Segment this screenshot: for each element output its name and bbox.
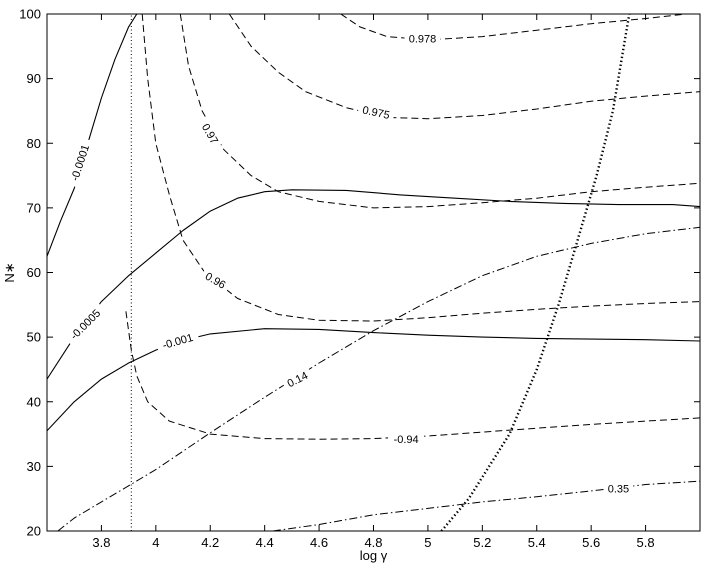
x-tick-label: 5.8 [637,535,655,550]
y-tick-label: 20 [27,524,41,539]
contour-line-dotted-bold-11 [440,14,631,531]
contour-label: -0.94 [394,434,419,446]
y-tick-label: 30 [27,459,41,474]
contour-line-097-5 [179,14,700,209]
x-tick-label: 3.8 [92,535,110,550]
x-tick-label: 5 [424,535,431,550]
contour-label-group: 0.975 [357,101,396,122]
contour-label-bg [280,366,314,392]
series-layer [47,14,700,531]
contour-label-group: 0.97 [197,117,224,150]
contour-line-00001-0 [47,14,138,257]
contour-label-bg [404,31,441,45]
contour-line-096-6 [141,14,700,322]
contour-label-bg [65,137,93,188]
plot-frame [46,13,701,532]
contour-label-group: -0.0001 [65,137,93,188]
ticks-layer: 3.8 4 4.2 4.4 4.6 4.8 5 5.2 5.4 5.6 5.8 20 30 40 50 60 7… [19,7,700,550]
y-tick-label: 50 [27,330,41,345]
y-axis-label: N∗ [2,262,17,282]
x-tick-label: 5.4 [528,535,546,550]
x-tick-label: 4.6 [310,535,328,550]
contour-label-bg [357,101,396,122]
contour-label-group: -0.94 [388,432,425,446]
x-tick-label: 5.2 [473,535,491,550]
contour-label: -0.0005 [68,307,103,342]
contour-line-00005-1 [47,189,700,380]
contour-label-bg [197,117,224,150]
x-tick-label: 4.4 [256,535,274,550]
contour-label: 0.975 [361,104,390,121]
contour-label-bg [388,432,425,446]
contour-label-bg [199,266,233,293]
contour-label-group: -0.001 [155,328,200,353]
axes-frame [46,13,701,532]
contour-label-group: 0.978 [404,31,441,46]
contour-label-group: 0.14 [280,366,314,392]
contour-line-0975-4 [228,14,700,120]
contour-line-0978-3 [340,14,687,41]
x-axis-label: log γ [360,548,388,563]
y-tick-label: 70 [27,200,41,215]
contour-line-094-7 [125,311,700,440]
contour-label-bg [603,481,634,495]
contour-label-group: 0.96 [199,266,233,293]
y-tick-label: 100 [19,7,41,22]
contour-label-group: -0.0005 [62,301,107,346]
contour-label: -0.001 [161,332,194,352]
y-tick-label: 40 [27,394,41,409]
contour-line-035-9 [272,480,700,531]
contour-label-group: 0.35 [603,481,634,495]
y-tick-label: 90 [27,71,41,86]
contour-label: 0.35 [608,483,629,495]
contour-label-bg [155,328,200,353]
y-tick-label: 80 [27,136,41,151]
contour-label: 0.978 [409,34,437,46]
x-tick-label: 5.6 [582,535,600,550]
contour-labels-layer: -0.0001 0.978 0.975 0.97 -0.0005 0.96 -0.001 0.… [62,31,634,495]
contour-line-014-8 [57,226,700,531]
contour-line-0001-2 [47,328,700,432]
x-tick-label: 4.2 [201,535,219,550]
x-tick-label: 4.8 [364,535,382,550]
contour-label-bg [62,301,107,346]
y-tick-label: 60 [27,265,41,280]
x-tick-label: 4 [152,535,159,550]
